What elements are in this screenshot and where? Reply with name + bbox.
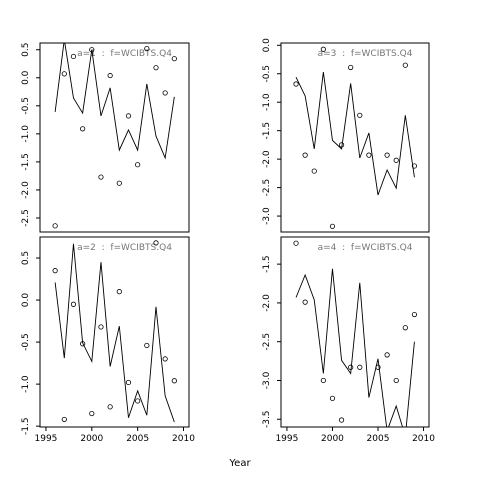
point — [116, 289, 122, 295]
point — [162, 90, 168, 96]
point — [329, 223, 336, 229]
y-tick-label: -3.5 — [262, 410, 272, 428]
series-line — [54, 243, 175, 423]
y-tick-label: -2.0 — [21, 181, 31, 199]
point — [107, 404, 113, 410]
series-line — [295, 71, 415, 196]
point — [320, 46, 326, 52]
x-tick-label: 2000 — [80, 434, 103, 444]
point — [98, 324, 104, 330]
y-tick-label: 0.5 — [21, 43, 31, 57]
y-tick-label: -1.5 — [21, 153, 31, 171]
point — [80, 126, 86, 132]
y-tick-label: -1.5 — [21, 417, 31, 435]
point — [52, 268, 58, 274]
point — [107, 72, 113, 79]
point — [402, 325, 408, 331]
panel-frame — [39, 236, 190, 428]
point — [61, 71, 67, 77]
y-tick-label: -1.0 — [21, 125, 31, 143]
x-tick-label: 2000 — [321, 434, 344, 444]
point — [402, 62, 408, 68]
x-tick-label: 2010 — [172, 434, 195, 444]
point — [357, 112, 363, 118]
y-tick-label: 0.0 — [21, 293, 31, 308]
point — [411, 163, 418, 169]
point — [357, 364, 363, 370]
y-tick-label: -0.5 — [262, 65, 272, 83]
point — [135, 398, 141, 404]
x-tick-label: 2005 — [126, 434, 149, 444]
point — [348, 64, 354, 71]
y-tick-label: -0.5 — [21, 333, 31, 351]
point — [366, 152, 372, 158]
y-tick-label: -2.0 — [262, 294, 272, 312]
point — [89, 410, 95, 417]
point — [393, 377, 399, 384]
point — [171, 56, 177, 62]
series-line — [54, 43, 175, 160]
point — [162, 356, 168, 362]
x-axis-label: Year — [228, 458, 251, 469]
point — [393, 157, 399, 163]
y-tick-label: -0.5 — [21, 97, 31, 115]
y-tick-label: 0.5 — [21, 251, 31, 265]
point — [52, 223, 58, 229]
strip-label: a=2 : f=WCIBTS.Q4 — [77, 243, 172, 253]
y-tick-label: 0.0 — [262, 38, 272, 53]
point — [153, 65, 159, 71]
point — [70, 53, 77, 60]
y-tick-label: -3.0 — [262, 371, 272, 389]
point — [302, 152, 308, 158]
point — [302, 299, 308, 305]
point — [125, 113, 132, 119]
point — [411, 311, 418, 318]
y-tick-label: -2.5 — [21, 209, 31, 227]
y-tick-label: 0.0 — [21, 70, 31, 85]
strip-label: a=1 : f=WCIBTS.Q4 — [77, 49, 172, 59]
point — [135, 162, 141, 168]
panel-frame — [280, 42, 430, 233]
x-tick-label: 1995 — [275, 434, 298, 444]
y-tick-label: -2.5 — [262, 179, 272, 197]
strip-label: a=3 : f=WCIBTS.Q4 — [318, 49, 413, 59]
y-tick-label: -3.0 — [262, 207, 272, 225]
point — [338, 417, 345, 423]
point — [116, 180, 122, 186]
x-tick-label: 1995 — [35, 434, 58, 444]
point — [384, 152, 390, 158]
strip-label: a=4 : f=WCIBTS.Q4 — [318, 243, 413, 253]
point — [144, 342, 150, 349]
y-tick-label: -2.5 — [262, 333, 272, 351]
x-tick-label: 2005 — [367, 434, 390, 444]
point — [329, 395, 336, 401]
y-tick-label: -1.5 — [262, 255, 272, 273]
point — [125, 379, 132, 386]
x-tick-label: 2010 — [412, 434, 435, 444]
point — [153, 240, 159, 246]
point — [144, 46, 150, 52]
point — [70, 301, 77, 307]
point — [171, 378, 177, 384]
panel-frame — [280, 236, 430, 428]
series-line — [295, 268, 415, 427]
point — [61, 416, 67, 423]
point — [384, 352, 390, 358]
y-tick-label: -1.5 — [262, 122, 272, 140]
y-tick-label: -2.0 — [262, 150, 272, 168]
point — [320, 377, 326, 384]
panel-frame — [39, 42, 190, 233]
point — [293, 240, 299, 246]
y-tick-label: -1.0 — [21, 375, 31, 393]
point — [98, 174, 104, 180]
y-tick-label: -1.0 — [262, 93, 272, 111]
point — [311, 168, 317, 174]
point — [293, 81, 299, 87]
